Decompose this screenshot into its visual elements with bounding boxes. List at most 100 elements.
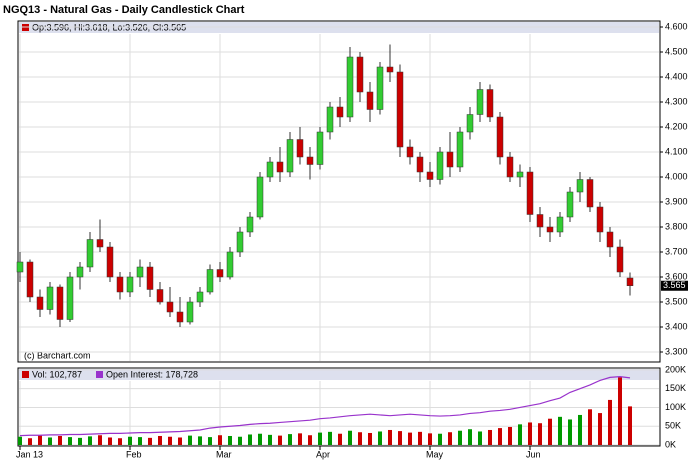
candle-body (246, 216, 254, 233)
legend-entry: Open Interest: 178,728 (106, 369, 198, 379)
candle-body (296, 139, 304, 158)
candle-body (336, 106, 344, 118)
candle-body (176, 311, 184, 323)
candle-body (236, 231, 244, 253)
volume-bar (418, 431, 422, 445)
candle-body (66, 276, 74, 320)
y-tick-label: 200K (665, 364, 686, 374)
candle-body (36, 296, 44, 310)
candle-body (356, 56, 364, 93)
volume-bar (538, 423, 542, 445)
volume-bar (398, 431, 402, 445)
open-interest-line (19, 376, 631, 437)
volume-bar (308, 435, 312, 445)
volume-bar (478, 431, 482, 445)
volume-bar (518, 424, 522, 445)
candle-body (526, 171, 534, 215)
volume-bar (148, 437, 152, 445)
candle-body (286, 139, 294, 173)
volume-bar (608, 399, 612, 445)
y-tick-label: 150K (665, 383, 686, 393)
volume-bar (358, 432, 362, 445)
volume-bar (78, 437, 82, 445)
y-tick-label: 4.200 (665, 121, 688, 131)
candle-body (26, 261, 34, 298)
legend-entry: Vol: 102,787 (32, 369, 82, 379)
volume-bar (98, 435, 102, 445)
volume-bar (468, 429, 472, 445)
volume-bar (68, 437, 72, 445)
candle-body (156, 289, 164, 303)
volume-bar (258, 433, 262, 445)
y-tick-label: 4.500 (665, 46, 688, 56)
y-tick-label: 3.900 (665, 196, 688, 206)
y-tick-label: 4.000 (665, 171, 688, 181)
last-price-tag (661, 280, 688, 291)
candle-body (396, 71, 404, 148)
volume-bar (488, 429, 492, 445)
x-tick-label: Apr (316, 449, 330, 459)
volume-bar (548, 418, 552, 445)
volume-bar (18, 436, 22, 445)
candle-body (86, 239, 94, 268)
volume-bar (508, 426, 512, 445)
candle-body (406, 146, 414, 158)
volume-bar (108, 437, 112, 445)
y-tick-label: 4.100 (665, 146, 688, 156)
candle-body (146, 266, 154, 290)
volume-bar (178, 437, 182, 445)
volume-bar (218, 435, 222, 445)
volume-bar (448, 432, 452, 445)
volume-bar (298, 433, 302, 445)
volume-bar (598, 413, 602, 445)
volume-bar (208, 437, 212, 445)
candle-body (276, 161, 284, 173)
volume-bar (188, 435, 192, 445)
y-tick-label: 0K (665, 439, 676, 449)
candle-body (386, 66, 394, 73)
volume-bar (198, 436, 202, 445)
volume-bar (238, 436, 242, 445)
volume-bar (428, 433, 432, 445)
volume-bar (588, 409, 592, 445)
last-price-label: 3.565 (663, 280, 686, 290)
candle-body (216, 269, 224, 278)
candle-body (576, 179, 584, 193)
candle-body (376, 66, 384, 110)
candle-body (506, 156, 514, 178)
candle-body (476, 89, 484, 115)
candle-body (346, 56, 354, 118)
y-tick-label: 100K (665, 402, 686, 412)
volume-bar (438, 433, 442, 445)
volume-bar (128, 436, 132, 445)
candle-body (496, 116, 504, 158)
candle-body (226, 251, 234, 278)
volume-bar (288, 434, 292, 445)
volume-bar (88, 436, 92, 445)
candle-body (116, 276, 124, 293)
candle-body (186, 301, 194, 323)
x-tick-label: Jan 13 (16, 449, 43, 459)
candle-body (16, 261, 24, 273)
y-tick-label: 3.300 (665, 346, 688, 356)
y-tick-label: 3.600 (665, 271, 688, 281)
x-tick-label: May (426, 449, 444, 459)
candle-body (536, 214, 544, 228)
candle-body (266, 161, 274, 178)
volume-bar (318, 432, 322, 445)
volume-bar (458, 430, 462, 445)
y-tick-label: 3.700 (665, 246, 688, 256)
volume-bar (158, 435, 162, 445)
candle-body (486, 89, 494, 118)
candle-body (136, 266, 144, 278)
candle-body (106, 246, 114, 278)
candle-body (426, 171, 434, 180)
volume-bar (368, 432, 372, 445)
volume-bar (328, 431, 332, 445)
volume-bar (138, 437, 142, 445)
volume-bar (228, 435, 232, 445)
volume-bar (118, 438, 122, 445)
candle-body (306, 156, 314, 165)
candle-body (56, 286, 64, 320)
candle-body (606, 231, 614, 248)
